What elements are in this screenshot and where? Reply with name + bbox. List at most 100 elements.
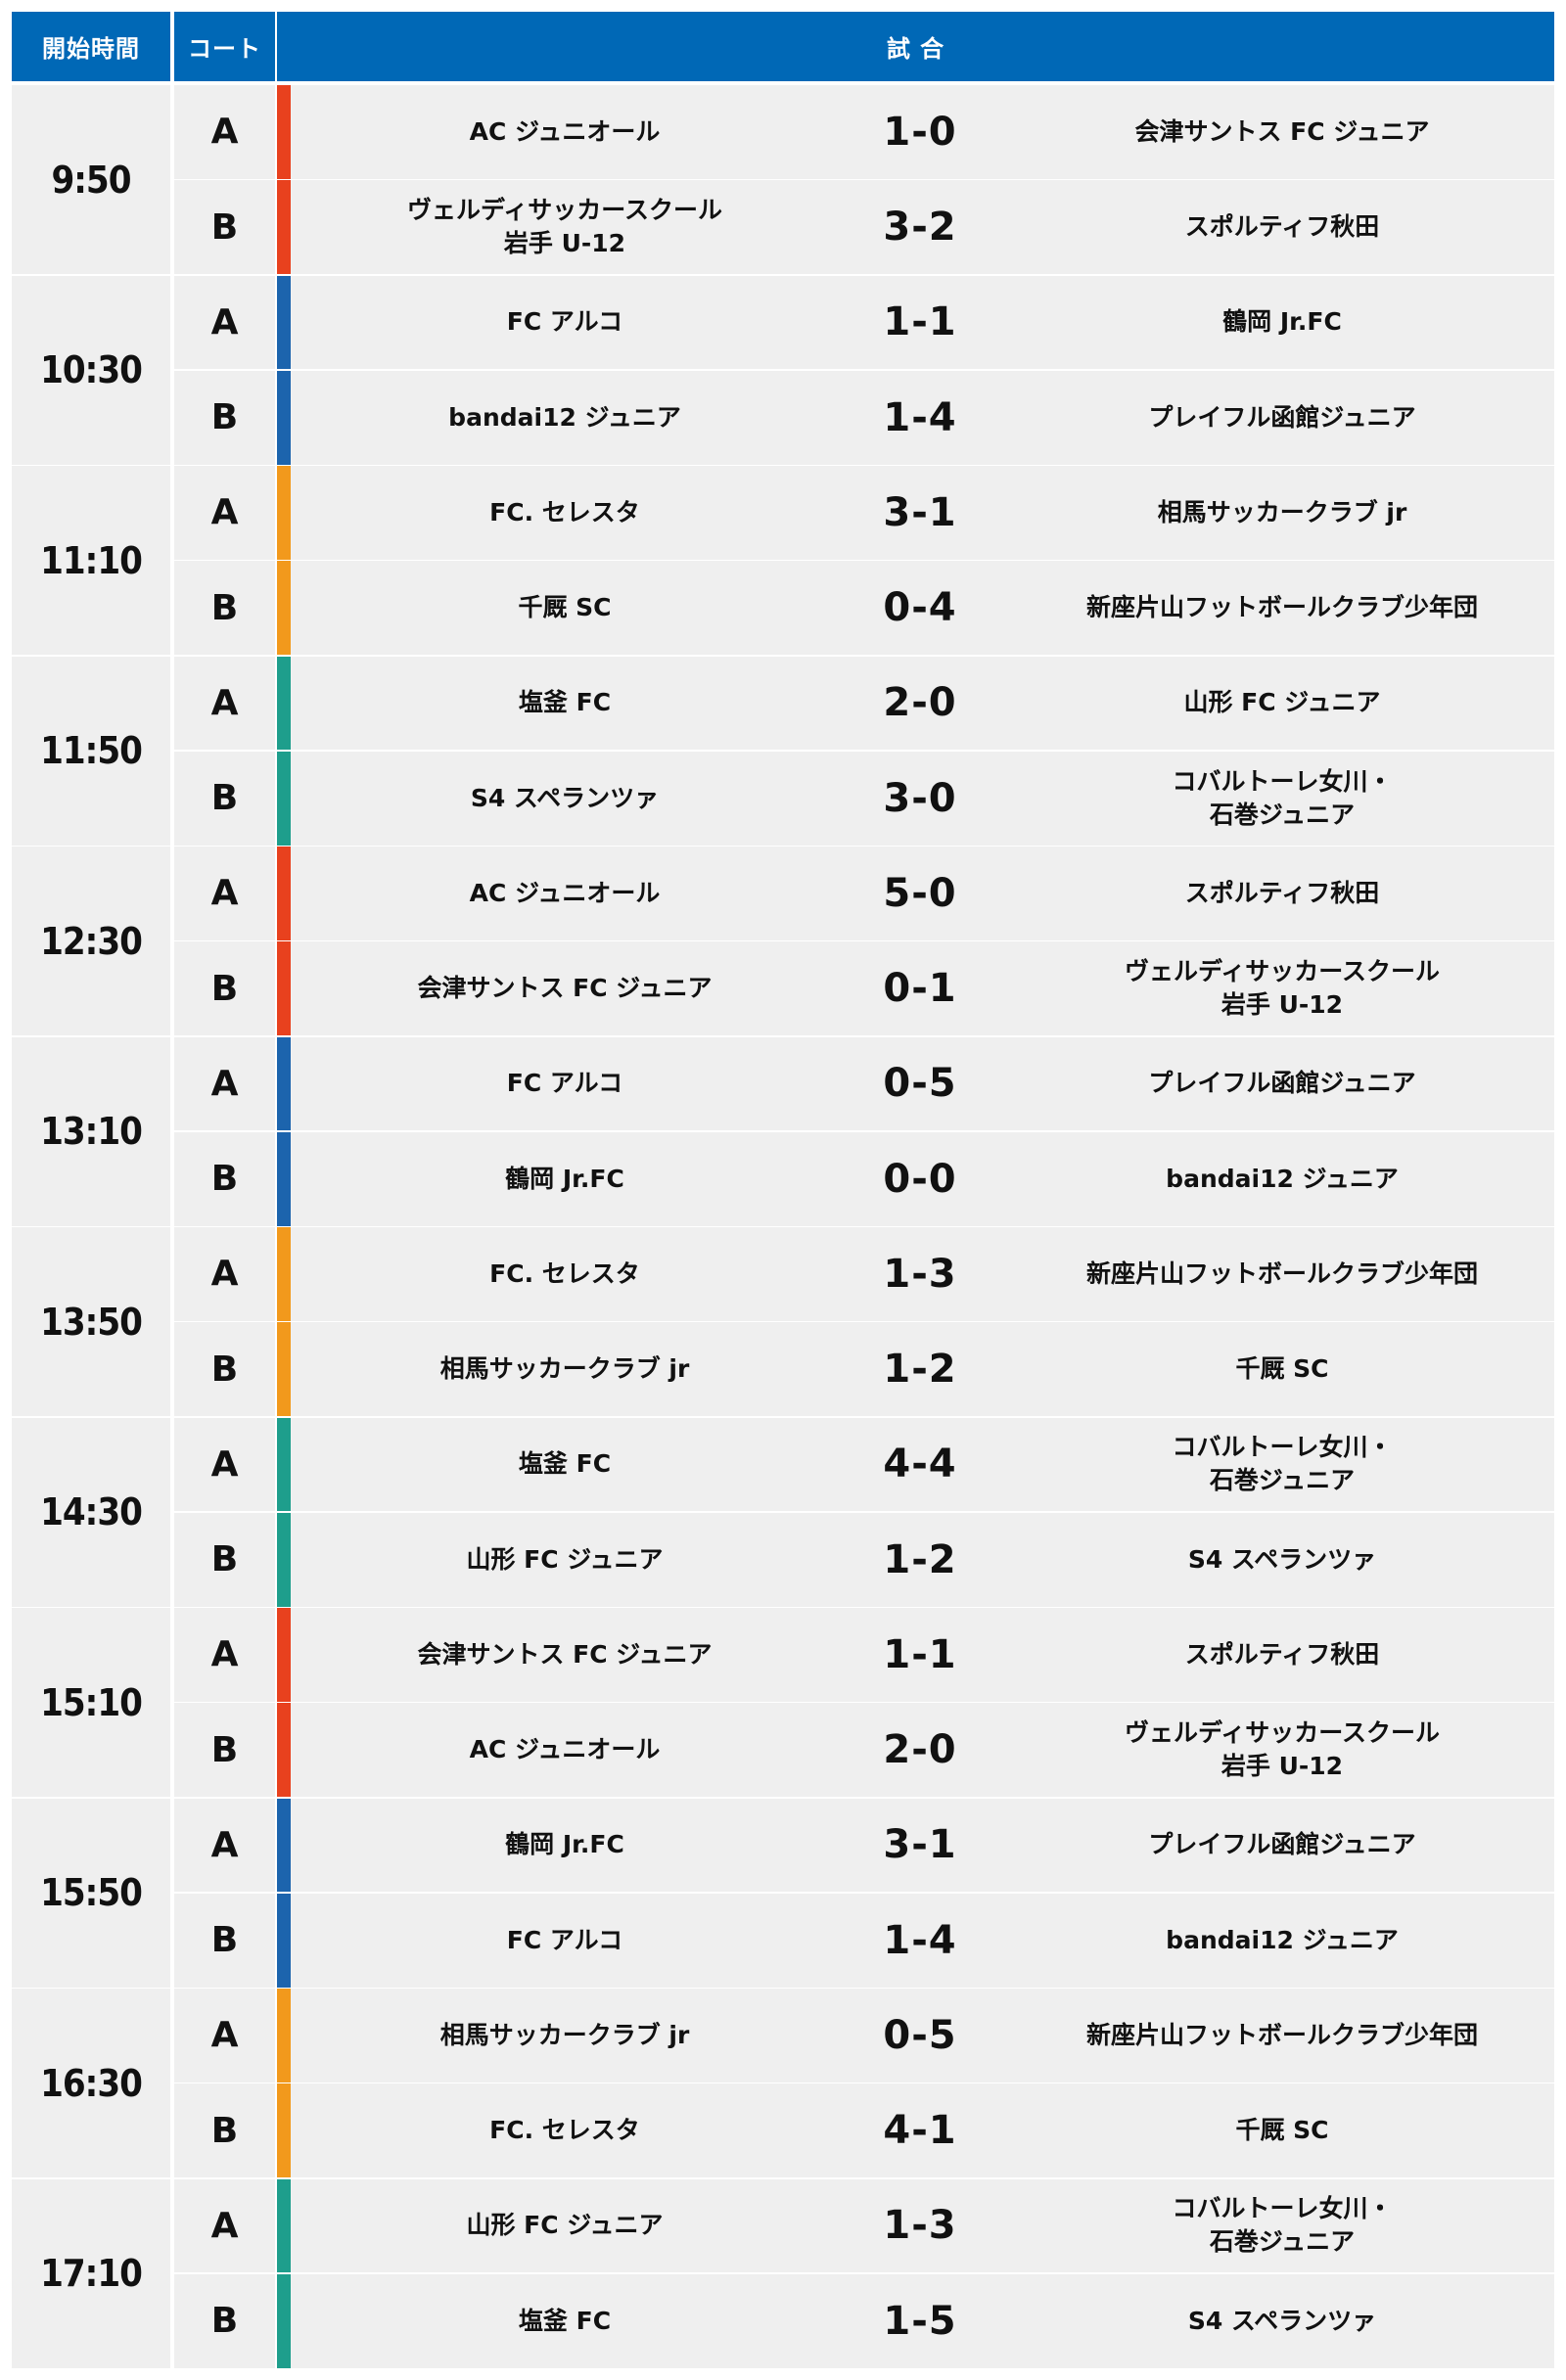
home-team: FC. セレスタ xyxy=(489,1259,640,1288)
match-row-background xyxy=(291,1036,1554,1131)
court-label: A xyxy=(174,1989,275,2082)
match-row-background xyxy=(291,2083,1554,2177)
home-team: 塩釜 FC xyxy=(518,2306,612,2335)
away-team: 千厩 SC xyxy=(1235,2116,1329,2145)
match-score: 1-3 xyxy=(883,2203,957,2249)
match-row-background xyxy=(291,1512,1554,1607)
match-score: 1-4 xyxy=(883,394,957,440)
match-row-background xyxy=(291,1608,1554,1702)
court-color-bar xyxy=(277,561,291,655)
court-label: A xyxy=(174,847,275,940)
court-color-bar xyxy=(277,1703,291,1797)
court-label: B xyxy=(174,1703,275,1797)
court-label: B xyxy=(174,1512,275,1607)
home-team: ヴェルディサッカースクール 岩手 U-12 xyxy=(406,196,722,258)
court-color-bar xyxy=(277,1989,291,2082)
match-score: 2-0 xyxy=(883,680,957,726)
time-slot-label: 14:30 xyxy=(12,1417,170,1607)
court-color-bar xyxy=(277,1227,291,1321)
match-row-background xyxy=(291,1798,1554,1893)
match-score: 5-0 xyxy=(883,870,957,916)
court-color-bar xyxy=(277,2178,291,2273)
court-label: A xyxy=(174,1798,275,1893)
court-label: B xyxy=(174,1322,275,1416)
time-slot-label: 15:10 xyxy=(12,1608,170,1797)
match-row-background xyxy=(291,1227,1554,1321)
home-team: bandai12 ジュニア xyxy=(448,402,681,432)
match-score: 3-1 xyxy=(883,1822,957,1868)
match-score: 1-1 xyxy=(883,299,957,345)
away-team: スポルティフ秋田 xyxy=(1184,878,1380,907)
away-team: 新座片山フットボールクラブ少年団 xyxy=(1085,2020,1478,2049)
away-team: 新座片山フットボールクラブ少年団 xyxy=(1085,1259,1478,1288)
home-team: 相馬サッカークラブ jr xyxy=(439,2020,690,2049)
time-slot-label: 13:10 xyxy=(12,1036,170,1226)
court-label: B xyxy=(174,1131,275,1226)
header-start-time: 開始時間 xyxy=(12,12,170,81)
court-label: A xyxy=(174,1227,275,1321)
header-court: コート xyxy=(174,12,275,81)
match-row-background xyxy=(291,751,1554,846)
court-color-bar xyxy=(277,751,291,846)
away-team: 新座片山フットボールクラブ少年団 xyxy=(1085,593,1478,622)
home-team: 会津サントス FC ジュニア xyxy=(417,1639,713,1669)
match-row-background xyxy=(291,2178,1554,2273)
court-label: A xyxy=(174,1417,275,1512)
home-team: FC. セレスタ xyxy=(489,497,640,526)
court-color-bar xyxy=(277,466,291,560)
match-row-background xyxy=(291,2273,1554,2368)
match-row-background xyxy=(291,275,1554,370)
away-team: 山形 FC ジュニア xyxy=(1183,688,1381,717)
away-team: プレイフル函館ジュニア xyxy=(1148,1069,1416,1098)
court-color-bar xyxy=(277,2273,291,2368)
match-row-background xyxy=(291,466,1554,560)
court-label: A xyxy=(174,85,275,179)
home-team: 山形 FC ジュニア xyxy=(466,1544,664,1574)
away-team: コバルトーレ女川・ 石巻ジュニア xyxy=(1172,2194,1393,2257)
away-team: スポルティフ秋田 xyxy=(1184,212,1380,242)
match-row-background xyxy=(291,847,1554,940)
home-team: 塩釜 FC xyxy=(518,688,612,717)
time-slot-label: 11:10 xyxy=(12,466,170,655)
match-score: 1-2 xyxy=(883,1536,957,1582)
court-color-bar xyxy=(277,1608,291,1702)
court-label: A xyxy=(174,1608,275,1702)
match-row-background xyxy=(291,1322,1554,1416)
court-label: A xyxy=(174,275,275,370)
time-slot-label: 9:50 xyxy=(12,85,170,274)
away-team: bandai12 ジュニア xyxy=(1166,1925,1399,1954)
court-label: B xyxy=(174,751,275,846)
home-team: FC アルコ xyxy=(506,307,623,337)
court-label: B xyxy=(174,2273,275,2368)
court-label: B xyxy=(174,561,275,655)
time-slot-label: 17:10 xyxy=(12,2178,170,2368)
time-slot-label: 11:50 xyxy=(12,656,170,846)
match-score: 1-1 xyxy=(883,1631,957,1677)
away-team: プレイフル函館ジュニア xyxy=(1148,1830,1416,1859)
away-team: bandai12 ジュニア xyxy=(1166,1164,1399,1193)
court-label: B xyxy=(174,2083,275,2177)
court-color-bar xyxy=(277,1893,291,1988)
match-row-background xyxy=(291,941,1554,1035)
court-color-bar xyxy=(277,85,291,179)
court-color-bar xyxy=(277,275,291,370)
away-team: 鶴岡 Jr.FC xyxy=(1222,307,1342,337)
away-team: スポルティフ秋田 xyxy=(1184,1639,1380,1669)
match-row-background xyxy=(291,1893,1554,1988)
home-team: AC ジュニオール xyxy=(469,878,661,907)
court-color-bar xyxy=(277,1322,291,1416)
match-score: 2-0 xyxy=(883,1727,957,1773)
match-score: 0-5 xyxy=(883,2012,957,2058)
away-team: S4 スペランツァ xyxy=(1187,2306,1377,2335)
match-score: 3-2 xyxy=(883,205,957,251)
home-team: 塩釜 FC xyxy=(518,1449,612,1479)
match-score: 1-4 xyxy=(883,1917,957,1963)
home-team: 山形 FC ジュニア xyxy=(466,2211,664,2240)
match-row-background xyxy=(291,1131,1554,1226)
court-color-bar xyxy=(277,180,291,274)
court-label: A xyxy=(174,1036,275,1131)
match-row-background xyxy=(291,370,1554,465)
away-team: プレイフル函館ジュニア xyxy=(1148,402,1416,432)
court-color-bar xyxy=(277,941,291,1035)
match-score: 1-3 xyxy=(883,1251,957,1297)
